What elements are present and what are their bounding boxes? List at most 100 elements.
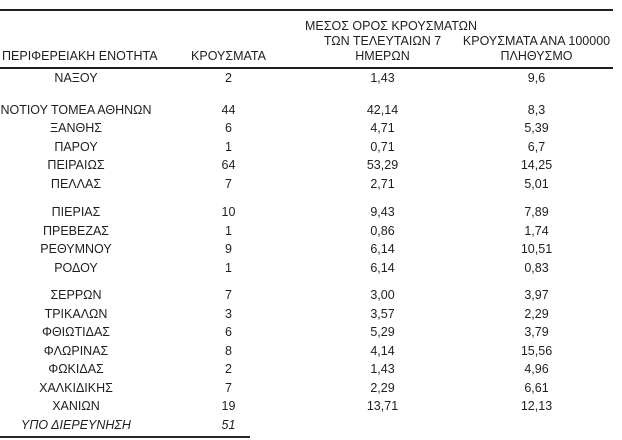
- cases-cell: 6: [225, 121, 232, 135]
- region-cell: ΠΡΕΒΕΖΑΣ: [42, 223, 110, 238]
- avg7-cell: 13,71: [366, 399, 399, 413]
- table-row: ΠΕΛΛΑΣ 7 2,71 5,01: [0, 175, 613, 194]
- avg7-cell: 3,57: [370, 306, 395, 321]
- table-row: ΠΡΕΒΕΖΑΣ 1 0,86 1,74: [0, 222, 613, 241]
- region-cell: ΠΑΡΟΥ: [54, 139, 98, 154]
- cases-cell: 8: [225, 343, 232, 358]
- per100k-cell: 12,13: [520, 399, 553, 413]
- cases-cell: 1: [225, 260, 232, 275]
- cases-cell: 6: [225, 325, 232, 339]
- per100k-cell: 15,56: [520, 343, 553, 358]
- region-cell: ΠΙΕΡΙΑΣ: [51, 205, 101, 219]
- table-row: ΦΘΙΩΤΙΔΑΣ 6 5,29 3,79: [0, 323, 613, 342]
- table-row-under-investigation: ΥΠΟ ΔΙΕΡΕΥΝΗΣΗ 51: [0, 416, 613, 435]
- per100k-cell: 8,3: [527, 102, 546, 117]
- table-row: ΡΕΘΥΜΝΟΥ 9 6,14 10,51: [0, 240, 613, 259]
- table-row: ΦΛΩΡΙΝΑΣ 8 4,14 15,56: [0, 342, 613, 361]
- region-cell: ΣΕΡΡΩΝ: [50, 288, 102, 302]
- region-cell: ΦΩΚΙΔΑΣ: [48, 362, 104, 376]
- region-cell: ΠΕΙΡΑΙΩΣ: [47, 158, 105, 172]
- regional-cases-table: ΠΕΡΙΦΕΡΕΙΑΚΗ ΕΝΟΤΗΤΑ ΚΡΟΥΣΜΑΤΑ ΜΕΣΟΣ ΟΡΟ…: [0, 9, 613, 434]
- per100k-cell: 10,51: [520, 242, 553, 256]
- region-cell: ΦΘΙΩΤΙΔΑΣ: [41, 325, 111, 339]
- avg7-cell: 6,14: [370, 260, 395, 275]
- cases-cell: 10: [221, 205, 236, 219]
- spacer-row: [0, 277, 613, 286]
- region-cell: ΡΟΔΟΥ: [54, 260, 98, 275]
- region-cell: ΧΑΛΚΙΔΙΚΗΣ: [39, 380, 113, 395]
- cases-cell: 1: [225, 223, 232, 238]
- table-body: ΝΑΞΟΥ 2 1,43 9,6 ΝΟΤΙΟΥ ΤΟΜΕΑ ΑΘΗΝΩΝ 44 …: [0, 69, 613, 434]
- cases-cell: 1: [225, 139, 232, 154]
- table-row: ΡΟΔΟΥ 1 6,14 0,83: [0, 259, 613, 278]
- region-cell: ΠΕΛΛΑΣ: [50, 176, 102, 191]
- cases-cell: 9: [225, 242, 232, 256]
- avg7-cell: 1,43: [370, 71, 395, 85]
- header-region: ΠΕΡΙΦΕΡΕΙΑΚΗ ΕΝΟΤΗΤΑ: [2, 49, 158, 63]
- region-cell: ΝΑΞΟΥ: [54, 71, 98, 85]
- region-cell: ΝΟΤΙΟΥ ΤΟΜΕΑ ΑΘΗΝΩΝ: [0, 102, 152, 117]
- per100k-cell: 5,39: [524, 121, 549, 135]
- per100k-cell: 5,01: [524, 176, 549, 191]
- per100k-cell: 6,7: [527, 139, 546, 154]
- table-row: ΦΩΚΙΔΑΣ 2 1,43 4,96: [0, 360, 613, 379]
- region-cell: ΧΑΝΙΩΝ: [52, 399, 100, 413]
- per100k-cell: 14,25: [520, 158, 553, 172]
- avg7-cell: 5,29: [370, 325, 395, 339]
- cases-cell: 64: [221, 158, 236, 172]
- avg7-cell: 4,14: [370, 343, 395, 358]
- cases-cell: 19: [221, 399, 236, 413]
- table-row: ΧΑΛΚΙΔΙΚΗΣ 7 2,29 6,61: [0, 379, 613, 398]
- avg7-cell: 2,71: [370, 176, 395, 191]
- region-cell: ΤΡΙΚΑΛΩΝ: [44, 306, 108, 321]
- avg7-cell: 42,14: [366, 102, 399, 117]
- cases-cell: 44: [221, 102, 236, 117]
- per100k-cell: 9,6: [527, 71, 546, 85]
- cases-cell: 7: [225, 288, 232, 302]
- table-header-row: ΠΕΡΙΦΕΡΕΙΑΚΗ ΕΝΟΤΗΤΑ ΚΡΟΥΣΜΑΤΑ ΜΕΣΟΣ ΟΡΟ…: [0, 11, 613, 69]
- region-cell: ΥΠΟ ΔΙΕΡΕΥΝΗΣΗ: [21, 417, 131, 432]
- per100k-cell: 3,97: [524, 288, 549, 302]
- table-row: ΝΑΞΟΥ 2 1,43 9,6: [0, 69, 613, 88]
- table-row: ΠΙΕΡΙΑΣ 10 9,43 7,89: [0, 203, 613, 222]
- avg7-cell: 9,43: [370, 205, 395, 219]
- table-row: ΧΑΝΙΩΝ 19 13,71 12,13: [0, 397, 613, 416]
- per100k-cell: 1,74: [524, 223, 549, 238]
- table-row: ΞΑΝΘΗΣ 6 4,71 5,39: [0, 119, 613, 138]
- region-cell: ΦΛΩΡΙΝΑΣ: [43, 343, 109, 358]
- region-cell: ΡΕΘΥΜΝΟΥ: [40, 242, 112, 256]
- cases-cell: 2: [225, 362, 232, 376]
- per100k-cell: 2,29: [524, 306, 549, 321]
- table-row: ΠΕΙΡΑΙΩΣ 64 53,29 14,25: [0, 156, 613, 175]
- region-cell: ΞΑΝΘΗΣ: [50, 121, 102, 135]
- avg7-cell: 4,71: [370, 121, 395, 135]
- cases-cell: 51: [221, 417, 236, 432]
- per100k-cell: 6,61: [524, 380, 549, 395]
- spacer-row: [0, 88, 613, 101]
- per100k-cell: 3,79: [524, 325, 549, 339]
- cases-cell: 3: [225, 306, 232, 321]
- per100k-cell: 7,89: [524, 205, 549, 219]
- table-row: ΝΟΤΙΟΥ ΤΟΜΕΑ ΑΘΗΝΩΝ 44 42,14 8,3: [0, 101, 613, 120]
- avg7-cell: 6,14: [370, 242, 395, 256]
- cases-cell: 7: [225, 176, 232, 191]
- per100k-cell: 0,83: [524, 260, 549, 275]
- header-per100k: ΚΡΟΥΣΜΑΤΑ ΑΝΑ 100000 ΠΛΗΘΥΣΜΟ: [462, 34, 611, 63]
- header-avg7: ΜΕΣΟΣ ΟΡΟΣ ΚΡΟΥΣΜΑΤΩΝ ΤΩΝ ΤΕΛΕΥΤΑΙΩΝ 7 Η…: [305, 19, 478, 63]
- cases-cell: 2: [225, 71, 232, 85]
- table-bottom-rule: [0, 436, 250, 438]
- per100k-cell: 4,96: [524, 362, 549, 376]
- avg7-cell: 53,29: [366, 158, 399, 172]
- table-row: ΠΑΡΟΥ 1 0,71 6,7: [0, 138, 613, 157]
- avg7-cell: 0,71: [370, 139, 395, 154]
- header-cases: ΚΡΟΥΣΜΑΤΑ: [191, 49, 266, 63]
- avg7-cell: 2,29: [370, 380, 395, 395]
- avg7-cell: 1,43: [370, 362, 395, 376]
- avg7-cell: 0,86: [370, 223, 395, 238]
- spacer-row: [0, 193, 613, 203]
- table-row: ΣΕΡΡΩΝ 7 3,00 3,97: [0, 286, 613, 305]
- table-row: ΤΡΙΚΑΛΩΝ 3 3,57 2,29: [0, 305, 613, 324]
- cases-cell: 7: [225, 380, 232, 395]
- avg7-cell: 3,00: [370, 288, 395, 302]
